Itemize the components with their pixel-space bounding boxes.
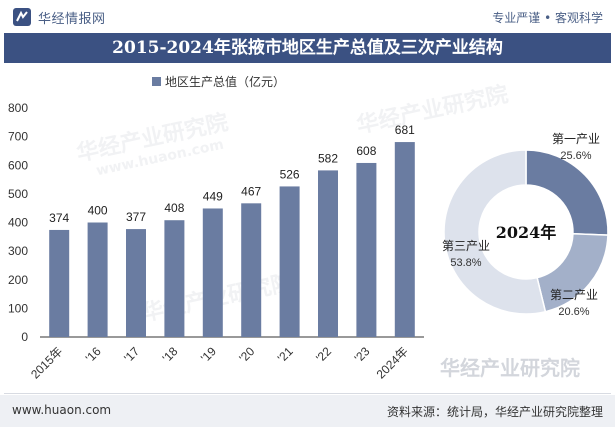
bar-value-label: 449 (203, 189, 223, 203)
bar-value-label: 408 (164, 201, 184, 215)
y-tick-label: 300 (8, 244, 28, 258)
footer: www.huaon.com 资料来源：统计局，华经产业研究院整理 (0, 395, 615, 427)
x-tick-label: '17 (121, 344, 142, 365)
y-tick-label: 600 (8, 158, 28, 172)
footer-source: 资料来源：统计局，华经产业研究院整理 (386, 405, 603, 419)
x-tick-label: '18 (160, 344, 181, 365)
bar-value-label: 582 (318, 151, 338, 165)
slice-value-label: 20.6% (558, 306, 589, 318)
bar (126, 229, 146, 337)
x-tick-label: 2015年 (28, 344, 65, 381)
bar-value-label: 374 (49, 211, 69, 225)
x-tick-label: '23 (352, 344, 373, 365)
bar (318, 170, 338, 337)
bar-value-label: 608 (356, 144, 376, 158)
x-tick-label: '22 (313, 344, 334, 365)
donut-slice (443, 149, 547, 315)
y-tick-label: 0 (21, 330, 28, 344)
y-tick-label: 500 (8, 187, 28, 201)
top-bar: 华经情报网 专业严谨 • 客观科学 (0, 0, 615, 33)
footer-url[interactable]: www.huaon.com (12, 403, 112, 417)
bar (279, 186, 300, 337)
legend-swatch (152, 77, 161, 86)
bar-value-label: 400 (88, 204, 108, 218)
x-tick-label: '19 (198, 344, 219, 365)
bar (394, 142, 415, 337)
bar (164, 220, 185, 337)
logo-text: 华经情报网 (38, 11, 106, 27)
bar-value-label: 526 (280, 167, 300, 181)
bar (49, 229, 70, 337)
x-tick-label: 2024年 (374, 344, 411, 381)
slice-value-label: 25.6% (560, 150, 591, 162)
bar-value-label: 467 (241, 184, 261, 198)
slice-name-label: 第二产业 (550, 288, 598, 302)
bar (87, 222, 108, 337)
x-tick-label: '21 (275, 344, 296, 365)
tagline: 专业严谨 • 客观科学 (492, 11, 603, 25)
footer-divider (4, 393, 611, 394)
bar (241, 203, 262, 337)
x-tick-label: '16 (83, 344, 104, 365)
page-title: 2015-2024年张掖市地区生产总值及三次产业结构 (4, 33, 611, 63)
slice-name-label: 第一产业 (552, 132, 600, 146)
bar (356, 162, 377, 337)
y-tick-label: 100 (8, 301, 28, 315)
x-tick-label: '20 (236, 344, 257, 365)
y-tick-label: 700 (8, 130, 28, 144)
bar-value-label: 681 (395, 123, 415, 137)
donut-center-label: 2024年 (496, 223, 557, 242)
slice-name-label: 第三产业 (442, 239, 490, 253)
y-tick-label: 400 (8, 216, 28, 230)
bar (202, 208, 223, 337)
logo-icon (13, 8, 31, 26)
y-tick-label: 200 (8, 273, 28, 287)
legend: 地区生产总值（亿元） (152, 73, 285, 90)
legend-label: 地区生产总值（亿元） (165, 75, 286, 89)
logo: 华经情报网 (12, 7, 106, 27)
y-tick-label: 800 (8, 101, 28, 115)
bar-value-label: 377 (126, 210, 146, 224)
slice-value-label: 53.8% (450, 257, 481, 269)
